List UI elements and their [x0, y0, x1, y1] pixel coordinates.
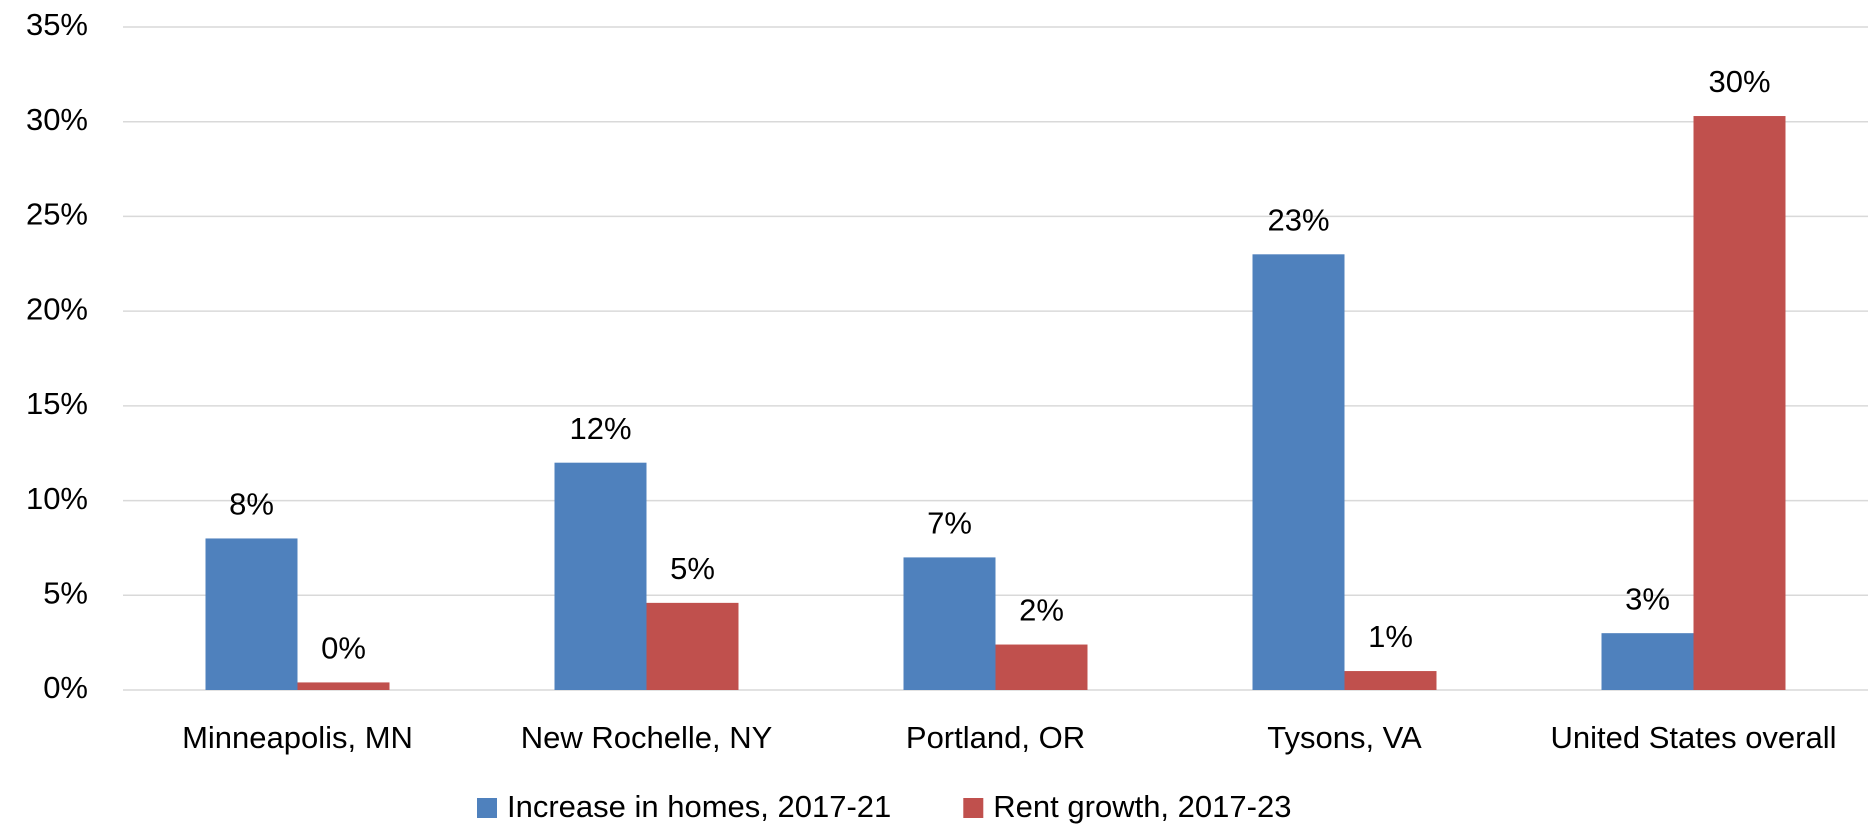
- data-label: 23%: [1267, 203, 1329, 238]
- data-label: 0%: [321, 631, 366, 666]
- data-label: 8%: [229, 487, 274, 522]
- y-tick-label: 0%: [43, 670, 88, 705]
- data-label: 12%: [569, 411, 631, 446]
- y-tick-label: 30%: [26, 102, 88, 137]
- bar: [903, 557, 996, 690]
- data-label: 3%: [1625, 581, 1670, 616]
- y-tick-label: 5%: [43, 575, 88, 610]
- x-tick-label: Portland, OR: [906, 720, 1085, 755]
- legend-label: Rent growth, 2017-23: [993, 789, 1291, 824]
- x-tick-label: Minneapolis, MN: [182, 720, 413, 755]
- data-label: 30%: [1708, 64, 1770, 99]
- legend-swatch: [477, 798, 497, 818]
- bar: [1693, 116, 1786, 690]
- y-tick-label: 20%: [26, 291, 88, 326]
- bar: [1252, 254, 1345, 691]
- bar: [554, 462, 647, 690]
- data-label: 7%: [927, 506, 972, 541]
- bar: [646, 602, 739, 690]
- data-label: 2%: [1019, 593, 1064, 628]
- y-tick-label: 15%: [26, 386, 88, 421]
- x-tick-label: New Rochelle, NY: [521, 720, 773, 755]
- x-tick-label: United States overall: [1550, 720, 1836, 755]
- bar: [1344, 671, 1437, 690]
- legend-swatch: [963, 798, 984, 818]
- y-tick-label: 35%: [26, 7, 88, 42]
- bar: [205, 538, 298, 690]
- data-label: 1%: [1368, 619, 1413, 654]
- x-tick-label: Tysons, VA: [1267, 720, 1422, 755]
- y-tick-label: 10%: [26, 481, 88, 516]
- legend-label: Increase in homes, 2017-21: [507, 789, 891, 824]
- bar: [995, 644, 1088, 690]
- bar: [1601, 633, 1694, 690]
- data-label: 5%: [670, 551, 715, 586]
- y-tick-label: 25%: [26, 197, 88, 232]
- bar: [297, 682, 390, 690]
